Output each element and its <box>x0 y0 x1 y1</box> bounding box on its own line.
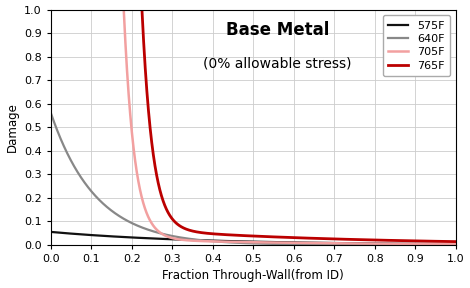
765F <box>234 234 240 237</box>
Line: 640F: 640F <box>51 113 455 245</box>
640F <box>234 241 240 245</box>
575F <box>234 240 240 243</box>
Line: 575F: 575F <box>51 232 455 244</box>
705F <box>234 240 240 244</box>
575F <box>441 242 446 246</box>
705F <box>367 242 372 245</box>
640F <box>441 243 446 247</box>
765F <box>441 240 446 243</box>
765F <box>441 240 446 243</box>
765F <box>367 238 372 242</box>
Text: Base Metal: Base Metal <box>226 21 329 39</box>
575F <box>48 230 54 234</box>
X-axis label: Fraction Through-Wall(from ID): Fraction Through-Wall(from ID) <box>163 270 344 283</box>
705F <box>69 8 74 11</box>
705F <box>245 240 251 244</box>
575F <box>245 240 251 243</box>
640F <box>48 111 54 115</box>
705F <box>453 242 458 246</box>
Text: (0% allowable stress): (0% allowable stress) <box>204 57 352 71</box>
640F <box>367 243 372 247</box>
705F <box>441 242 446 246</box>
575F <box>453 242 458 246</box>
Line: 705F: 705F <box>51 10 455 244</box>
705F <box>441 242 446 246</box>
640F <box>453 243 458 247</box>
575F <box>367 242 372 245</box>
765F <box>453 240 458 243</box>
Y-axis label: Damage: Damage <box>6 102 18 152</box>
Line: 765F: 765F <box>51 10 455 242</box>
575F <box>69 232 74 235</box>
640F <box>441 243 446 247</box>
640F <box>69 160 74 163</box>
765F <box>245 234 251 238</box>
765F <box>69 8 74 11</box>
575F <box>441 242 446 246</box>
765F <box>48 8 54 11</box>
705F <box>48 8 54 11</box>
640F <box>245 241 251 245</box>
Legend: 575F, 640F, 705F, 765F: 575F, 640F, 705F, 765F <box>383 15 450 76</box>
